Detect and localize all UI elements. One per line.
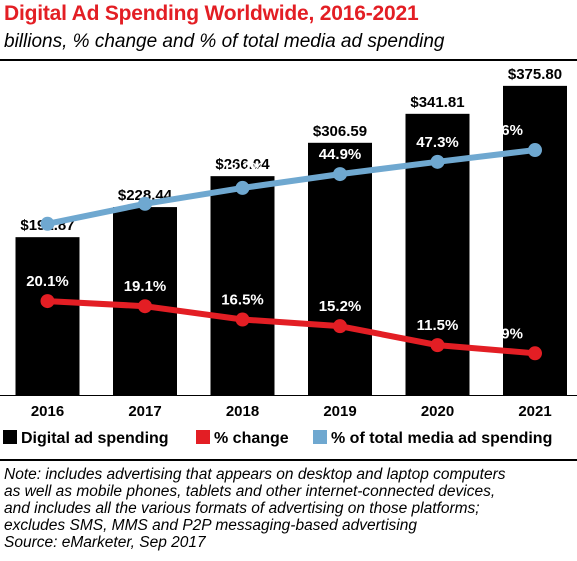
pct-change-point-2020 (430, 338, 445, 353)
pct-share-label-2021: 49.6% (480, 122, 523, 139)
pct-change-label-2019: 15.2% (319, 298, 362, 315)
legend-share-label: % of total media ad spending (331, 430, 552, 447)
x-tick-label-2016: 2016 (31, 403, 64, 420)
x-tick-label-2019: 2019 (323, 403, 356, 420)
chart-title: Digital Ad Spending Worldwide, 2016-2021 (4, 2, 419, 25)
x-tick-label-2021: 2021 (518, 403, 551, 420)
pct-share-point-2020 (430, 154, 445, 169)
pct-change-label-2021: 9.9% (489, 325, 523, 342)
pct-share-label-2020: 47.3% (416, 134, 459, 151)
pct-share-point-2021 (528, 143, 542, 158)
bar-2019 (308, 142, 372, 395)
chart-subtitle: billions, % change and % of total media … (4, 31, 445, 52)
pct-share-label-2017: 39.1% (124, 176, 167, 193)
bar-value-label-2020: $341.81 (410, 94, 464, 111)
pct-change-point-2016 (40, 294, 55, 309)
bar-2021 (503, 85, 567, 396)
source-line: Source: eMarketer, Sep 2017 (4, 534, 206, 551)
pct-share-label-2016: 35.2% (26, 196, 69, 213)
pct-share-point-2017 (138, 196, 152, 211)
pct-change-point-2018 (235, 312, 250, 327)
x-tick-label-2020: 2020 (421, 403, 454, 420)
legend-bar-label: Digital ad spending (21, 430, 169, 447)
note-line-1: Note: includes advertising that appears … (4, 466, 506, 483)
top-rule (0, 59, 577, 61)
pct-change-point-2019 (333, 319, 347, 334)
pct-change-label-2017: 19.1% (124, 278, 167, 295)
pct-change-label-2020: 11.5% (417, 317, 459, 334)
legend-change-label: % change (214, 430, 289, 447)
bar-2016 (15, 237, 80, 395)
legend-change-swatch (196, 430, 210, 444)
chart-area: $191.87$228.44$266.04$306.59$341.81$375.… (0, 66, 577, 447)
bar-value-label-2019: $306.59 (313, 123, 367, 140)
note-line-2: as well as mobile phones, tablets and ot… (4, 483, 496, 500)
pct-share-point-2019 (333, 167, 347, 182)
bottom-rule (0, 459, 577, 461)
note-line-4: excludes SMS, MMS and P2P messaging-base… (4, 517, 417, 534)
pct-change-line (47, 298, 536, 357)
pct-change-point-2021 (528, 346, 542, 361)
pct-change-point-2017 (138, 299, 152, 314)
x-tick-label-2017: 2017 (128, 403, 161, 420)
pct-share-point-2016 (40, 216, 55, 231)
note-line-3: and includes all the various formats of … (4, 500, 480, 517)
pct-share-label-2018: 42.2% (221, 160, 264, 177)
bar-value-label-2021: $375.80 (508, 66, 562, 83)
legend-share-swatch (313, 430, 327, 444)
pct-change-label-2018: 16.5% (221, 292, 264, 309)
bar-value-label-2018: $266.04 (215, 156, 270, 173)
bar-2018 (210, 176, 275, 395)
legend-bar-swatch (3, 430, 17, 444)
pct-change-label-2016: 20.1% (26, 273, 69, 290)
pct-share-point-2018 (235, 180, 250, 195)
pct-share-label-2019: 44.9% (319, 146, 362, 163)
x-tick-label-2018: 2018 (226, 403, 259, 420)
chart-note: Note: includes advertising that appears … (4, 466, 574, 551)
pct-share-line (46, 147, 536, 227)
